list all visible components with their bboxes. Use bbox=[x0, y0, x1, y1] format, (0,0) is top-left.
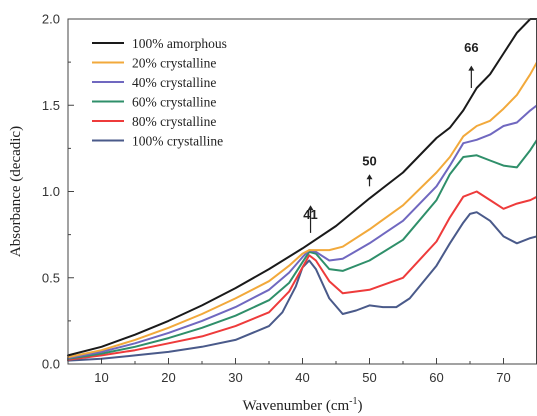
legend-label: 80% crystalline bbox=[132, 114, 216, 129]
legend-label: 40% crystalline bbox=[132, 75, 216, 90]
y-axis-ticks: 0.0 0.5 1.0 1.5 2.0 bbox=[42, 12, 74, 372]
x-tick-label: 50 bbox=[362, 370, 376, 385]
x-tick-label: 20 bbox=[161, 370, 175, 385]
legend-label: 100% crystalline bbox=[132, 134, 223, 149]
y-tick-label: 1.5 bbox=[42, 98, 60, 113]
x-tick-label: 70 bbox=[496, 370, 510, 385]
plot-lines bbox=[67, 18, 537, 362]
plot-frame bbox=[67, 18, 537, 365]
x-tick-label: 30 bbox=[228, 370, 242, 385]
legend-label: 60% crystalline bbox=[132, 95, 216, 110]
annotation-arrow-head bbox=[366, 174, 373, 180]
x-axis-title: Wavenumber (cm-1) bbox=[242, 396, 362, 414]
legend-label: 20% crystalline bbox=[132, 56, 216, 71]
y-axis-title: Absorbance (decadic) bbox=[8, 126, 24, 257]
y-tick-label: 0.0 bbox=[42, 357, 60, 372]
x-tick-label: 60 bbox=[429, 370, 443, 385]
y-tick-label: 2.0 bbox=[42, 12, 60, 27]
legend: 100% amorphous 20% crystalline 40% crystal… bbox=[92, 36, 227, 149]
annotation-arrow-head bbox=[307, 205, 314, 211]
series-line bbox=[67, 211, 537, 362]
y-tick-label: 1.0 bbox=[42, 184, 60, 199]
x-tick-label: 40 bbox=[295, 370, 309, 385]
series-line bbox=[67, 104, 537, 359]
x-axis-ticks: 10 20 30 40 50 60 70 bbox=[67, 358, 537, 385]
series-line bbox=[67, 190, 537, 361]
annotation-arrow-head bbox=[468, 65, 475, 71]
series-line bbox=[67, 138, 537, 360]
peak-annotation: 66 bbox=[464, 40, 478, 55]
peak-annotation: 50 bbox=[362, 154, 376, 169]
legend-label: 100% amorphous bbox=[132, 36, 227, 51]
series-line bbox=[67, 18, 537, 357]
series-line bbox=[67, 61, 537, 359]
y-tick-label: 0.5 bbox=[42, 270, 60, 285]
x-tick-label: 10 bbox=[94, 370, 108, 385]
